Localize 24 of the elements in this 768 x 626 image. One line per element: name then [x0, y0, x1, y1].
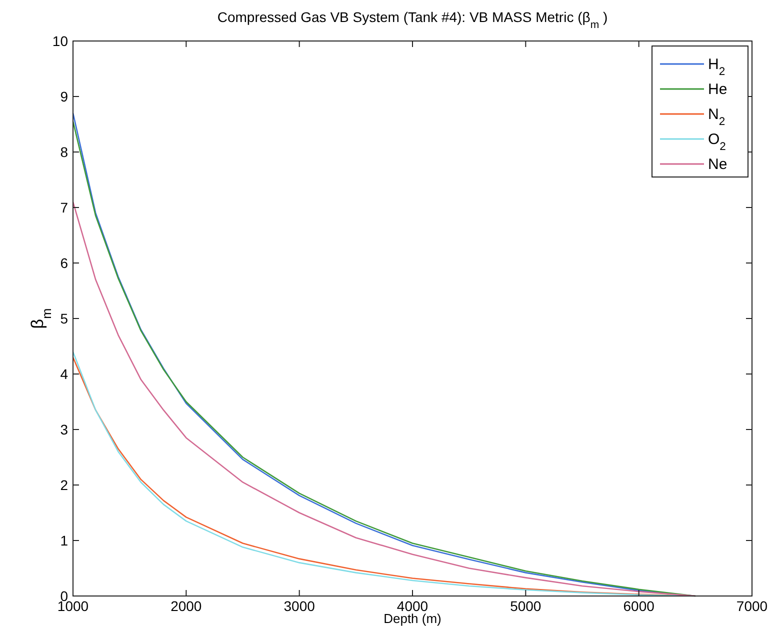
legend-label: H$_{2}$: [708, 56, 726, 78]
x-tick-label: 3000: [284, 598, 316, 614]
x-tick-label: 4000: [396, 598, 428, 614]
legend-label: He: [708, 81, 728, 98]
y-tick-label: 3: [60, 422, 68, 438]
y-tick-label: 8: [60, 144, 68, 160]
x-tick-label: 7000: [736, 598, 768, 614]
legend-label: O$_{2}$: [708, 131, 726, 153]
chart-title: Compressed Gas VB System (Tank #4): VB MASS Metric (β$_{m}$ ): [217, 9, 608, 31]
y-tick-label: 4: [60, 366, 68, 382]
y-tick-label: 2: [60, 477, 68, 493]
x-tick-label: 2000: [170, 598, 202, 614]
x-axis-title: Depth (m): [384, 611, 442, 626]
y-tick-label: 10: [52, 33, 68, 49]
legend-label: N$_{2}$: [708, 106, 726, 128]
y-tick-label: 7: [60, 200, 68, 216]
x-tick-label: 6000: [623, 598, 655, 614]
y-tick-label: 5: [60, 310, 68, 326]
line-series: [72, 201, 696, 597]
x-tick-label: 5000: [510, 598, 542, 614]
y-tick-label: 9: [60, 88, 68, 104]
legend-label: Ne: [708, 156, 728, 173]
y-tick-label: 6: [60, 255, 68, 271]
y-tick-label: 1: [60, 532, 68, 548]
